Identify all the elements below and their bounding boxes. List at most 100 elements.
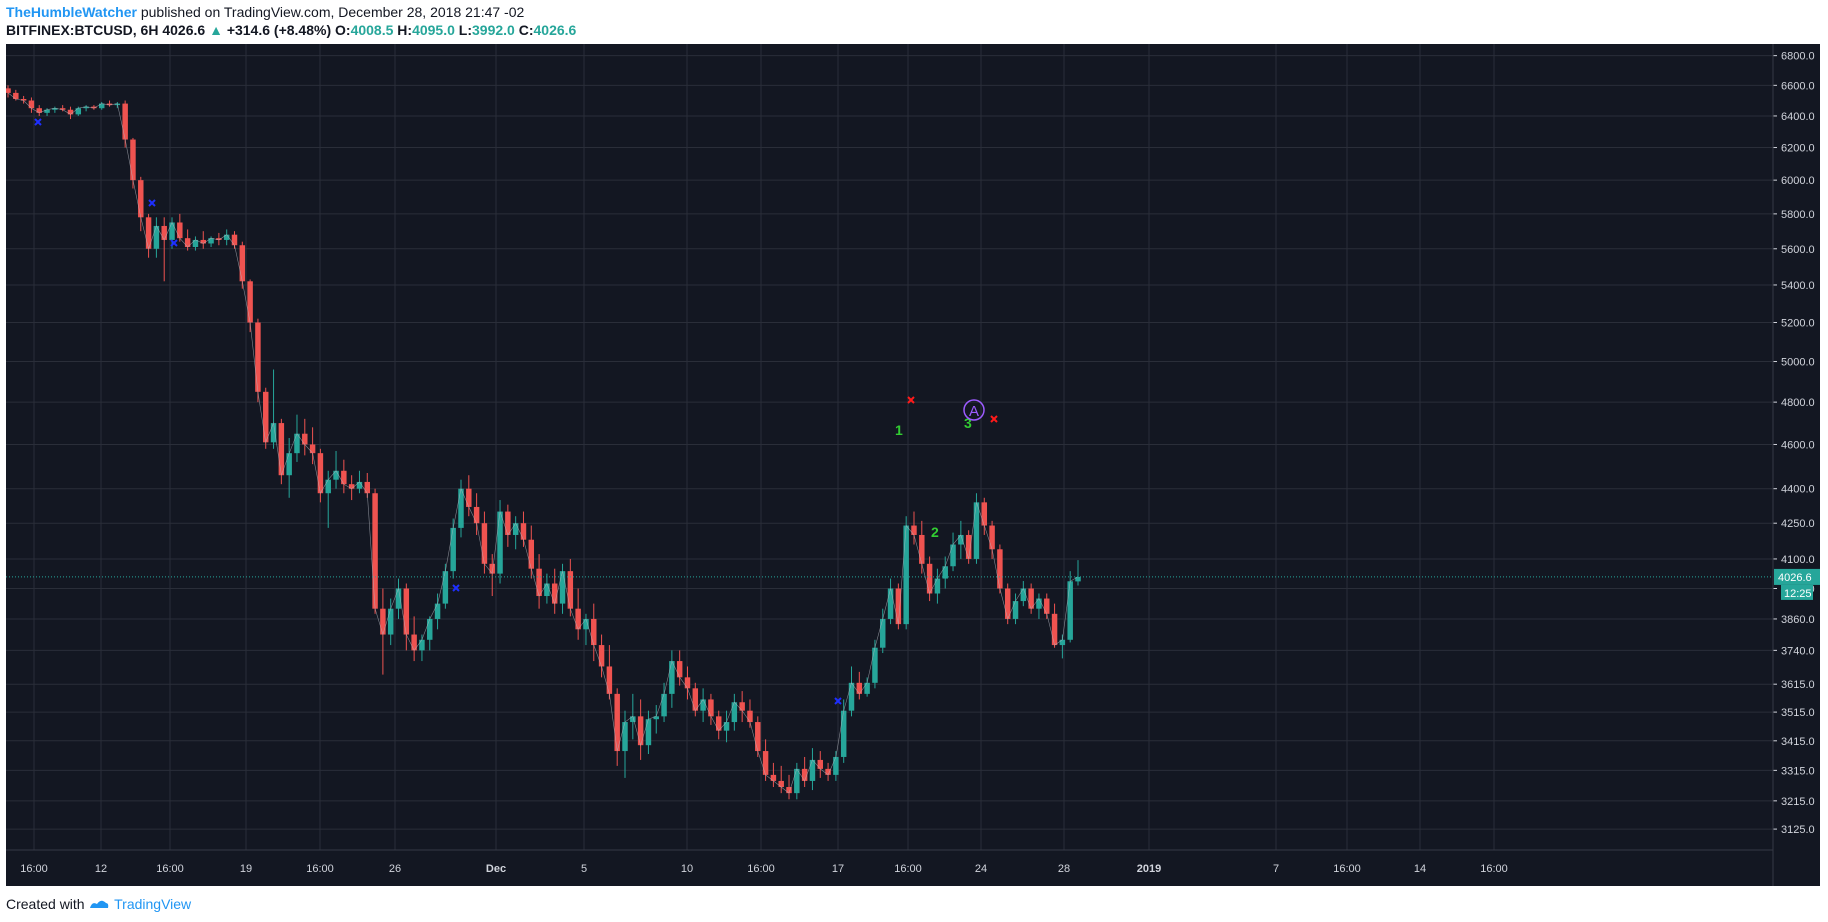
candle-body xyxy=(239,245,246,282)
candle-body xyxy=(59,108,66,110)
candle-body xyxy=(450,527,456,572)
candle-body xyxy=(973,502,980,559)
candle-body xyxy=(106,103,113,106)
candle-body xyxy=(958,534,964,545)
chart-background xyxy=(6,44,1820,886)
price-axis-label: 3125.0 xyxy=(1781,824,1815,836)
candle-body xyxy=(637,716,644,746)
price-chart[interactable]: 6800.0 6600.0 6400.0 6200.0 6000.0 5800.0 5600… xyxy=(5,44,1820,886)
author-link[interactable]: TheHumbleWatcher xyxy=(6,4,137,20)
candle-body xyxy=(44,109,50,113)
candle-body xyxy=(731,702,738,723)
candle-body xyxy=(341,470,347,485)
chart-area[interactable]: 6800.0 6600.0 6400.0 6200.0 6000.0 5800.0 5600… xyxy=(5,44,1820,886)
candle-body xyxy=(1028,588,1034,609)
price-change: +314.6 (+8.48%) xyxy=(226,22,332,38)
candle-body xyxy=(208,238,214,244)
time-axis-label: 10 xyxy=(681,863,693,875)
candle-body xyxy=(864,682,870,694)
candle-body xyxy=(934,578,941,594)
candle-body xyxy=(309,444,316,454)
candle-body xyxy=(161,225,167,240)
candle-body xyxy=(856,682,863,694)
candle-body xyxy=(723,722,730,731)
candle-body xyxy=(458,488,464,528)
blue-x-marker-icon xyxy=(148,199,156,207)
symbol-legend: BITFINEX:BTCUSD, 6H 4026.6 ▲ +314.6 (+8.… xyxy=(6,22,576,38)
candle-body xyxy=(833,756,839,775)
low-value: 3992.0 xyxy=(472,22,515,38)
candle-body xyxy=(317,453,324,494)
time-axis-label: 16:00 xyxy=(747,863,775,875)
candle-body xyxy=(169,222,175,240)
close-value: 4026.6 xyxy=(533,22,577,38)
candle-body xyxy=(692,688,699,711)
candle-body xyxy=(661,693,667,717)
candle-body xyxy=(192,239,199,248)
price-axis-label: 4100.0 xyxy=(1781,554,1815,566)
wave-circle-label: A xyxy=(969,403,979,420)
candle-body xyxy=(903,525,909,625)
footer: Created with TradingView xyxy=(6,896,191,912)
candle-body xyxy=(325,479,331,494)
time-axis-label: 16:00 xyxy=(156,863,184,875)
tradingview-link[interactable]: TradingView xyxy=(114,896,192,912)
price-axis-label: 5600.0 xyxy=(1781,244,1815,256)
price-axis-label: 5400.0 xyxy=(1781,280,1815,292)
up-arrow-icon: ▲ xyxy=(209,22,223,38)
candle-body xyxy=(528,539,535,569)
candle-body xyxy=(825,768,831,775)
price-axis-label: 3315.0 xyxy=(1781,765,1815,777)
candle-body xyxy=(551,583,558,604)
candle-body xyxy=(919,534,925,564)
candle-body xyxy=(67,109,74,115)
candle-body xyxy=(231,234,238,246)
candle-body xyxy=(177,222,183,239)
last-price: 4026.6 xyxy=(162,22,206,38)
candle-body xyxy=(965,534,972,559)
price-axis-label: 6600.0 xyxy=(1781,80,1815,92)
candle-body xyxy=(223,234,230,240)
candle-body xyxy=(997,549,1003,589)
candle-body xyxy=(840,710,847,757)
blue-x-marker-icon xyxy=(834,697,842,705)
wave-label: 2 xyxy=(931,524,939,540)
candle-body xyxy=(184,238,191,248)
time-axis-label: 24 xyxy=(975,863,987,875)
candle-body xyxy=(130,139,136,181)
candle-body xyxy=(5,88,11,93)
candle-body xyxy=(794,768,800,794)
price-axis-label: 3740.0 xyxy=(1781,645,1815,657)
candle-body xyxy=(536,568,542,597)
time-axis-label: 19 xyxy=(240,863,252,875)
time-axis-label: 12 xyxy=(95,863,107,875)
time-axis-label: 26 xyxy=(389,863,401,875)
candle-body xyxy=(544,583,550,597)
candle-body xyxy=(1059,639,1066,646)
candle-body xyxy=(1036,598,1042,609)
close-label: C: xyxy=(518,22,534,38)
candle-body xyxy=(747,710,753,723)
candle-body xyxy=(606,666,613,694)
price-axis-label: 4250.0 xyxy=(1781,518,1815,530)
candle-body xyxy=(403,588,410,635)
open-value: 4008.5 xyxy=(350,22,394,38)
candle-body xyxy=(614,693,620,752)
countdown-label: 12:25 xyxy=(1784,588,1812,600)
candle-body xyxy=(622,722,628,752)
candle-body xyxy=(372,493,378,609)
price-axis-label: 3615.0 xyxy=(1781,679,1815,691)
high-value: 4095.0 xyxy=(412,22,455,38)
candle-body xyxy=(1051,613,1058,646)
candle-body xyxy=(255,322,261,392)
candle-body xyxy=(981,502,988,526)
wave-circle-icon xyxy=(963,399,985,421)
candle-body xyxy=(294,433,300,454)
time-axis-label: 28 xyxy=(1058,863,1070,875)
candle-body xyxy=(848,682,855,711)
candle-body xyxy=(583,618,589,630)
candle-body xyxy=(559,571,566,604)
time-axis-label: 16:00 xyxy=(306,863,334,875)
candle-body xyxy=(75,108,82,115)
published-text: published on TradingView.com, December 2… xyxy=(140,4,525,20)
